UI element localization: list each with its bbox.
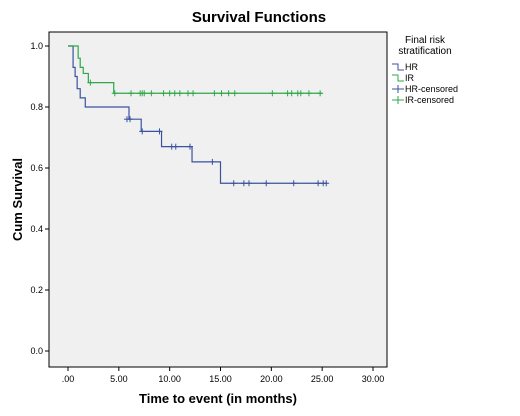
x-tick-label: 10.00 [158, 374, 181, 384]
x-tick-label: 30.00 [362, 374, 385, 384]
y-tick-label: 0.6 [30, 163, 43, 173]
x-tick-label: .00 [62, 374, 75, 384]
censor-mark-ir [176, 90, 183, 97]
plot-area [48, 31, 388, 368]
legend-label: HR-censored [405, 84, 458, 94]
x-tick-label: 15.00 [209, 374, 232, 384]
x-axis-label: Time to event (in months) [139, 391, 297, 406]
censor-mark-hr [315, 180, 322, 187]
censor-mark-ir [218, 90, 225, 97]
censor-mark-hr [156, 128, 163, 135]
series-layer [68, 45, 330, 187]
censor-mark-hr [187, 143, 193, 150]
y-tick-label: 1.0 [30, 41, 43, 51]
x-axis: .00 5.00 10.00 15.00 20.00 25.00 30.00 [62, 367, 385, 384]
censor-mark-ir [148, 90, 155, 97]
censor-mark-ir [160, 90, 167, 97]
series-ir-line [68, 45, 323, 94]
censor-mark-ir [269, 90, 276, 97]
legend-entry-hr: HR [392, 62, 418, 72]
x-tick-label: 20.00 [260, 374, 283, 384]
legend-entry-hr-censored: HR-censored [392, 84, 458, 94]
legend-label: IR-censored [405, 95, 454, 105]
censor-mark-hr [240, 180, 247, 187]
censor-mark-hr [290, 180, 297, 187]
censor-mark-hr [139, 128, 146, 135]
censor-mark-ir [225, 90, 232, 97]
legend-entry-ir-censored: IR-censored [392, 95, 454, 105]
censor-mark-ir [87, 79, 94, 86]
censor-mark-ir [184, 90, 191, 97]
y-tick-label: 0.4 [30, 224, 43, 234]
censor-mark-ir [231, 90, 238, 97]
censor-mark-ir [211, 90, 218, 97]
x-tick-label: 25.00 [311, 374, 334, 384]
censor-mark-ir [166, 90, 173, 97]
legend-entry-ir: IR [392, 73, 415, 83]
censor-mark-ir [317, 90, 324, 97]
censor-mark-hr [172, 143, 179, 150]
x-tick-label: 5.00 [110, 374, 128, 384]
y-axis-label: Cum Survival [10, 158, 25, 241]
y-tick-label: 0.8 [30, 102, 43, 112]
legend-line-swatch [392, 63, 404, 71]
censor-mark-ir [141, 90, 148, 97]
censor-mark-ir [305, 90, 312, 97]
censor-mark-ir [171, 90, 178, 97]
censor-mark-ir [111, 90, 118, 97]
legend-title: stratification [398, 46, 451, 57]
censor-mark-ir [190, 90, 197, 97]
censor-mark-hr [245, 180, 252, 187]
censor-mark-ir [288, 90, 295, 97]
series-hr-line [68, 45, 328, 184]
legend-label: IR [405, 73, 415, 83]
legend-line-swatch [392, 74, 404, 82]
y-axis: 0.0 0.2 0.4 0.6 0.8 1.0 [30, 41, 49, 356]
censor-mark-hr [230, 180, 237, 187]
censor-mark-hr [209, 158, 216, 165]
y-tick-label: 0.0 [30, 346, 43, 356]
y-tick-label: 0.2 [30, 285, 43, 295]
censor-mark-ir [297, 90, 304, 97]
censor-mark-hr [127, 116, 134, 123]
censor-mark-hr [323, 180, 330, 187]
legend-label: HR [405, 62, 418, 72]
censor-mark-ir [128, 90, 135, 97]
censor-mark-hr [263, 180, 270, 187]
chart-title: Survival Functions [192, 9, 326, 26]
legend-title: Final risk [405, 35, 446, 46]
